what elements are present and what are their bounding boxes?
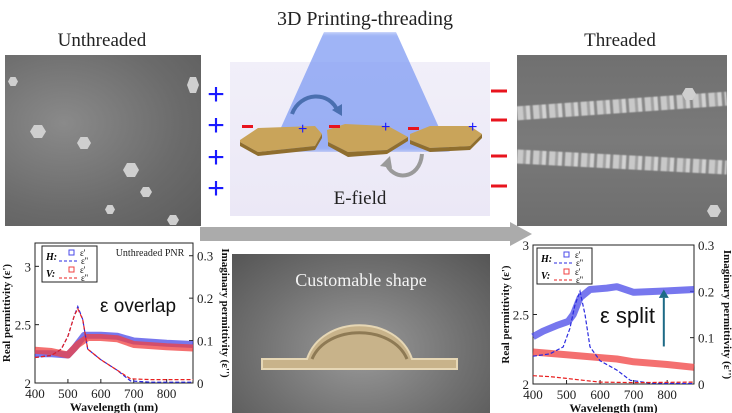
negative-charge xyxy=(491,89,507,93)
x-tick-label: 800 xyxy=(157,386,177,401)
legend-real-label: ε' xyxy=(80,265,86,275)
svg-text:+: + xyxy=(381,119,390,136)
unthreaded-label: Unthreaded xyxy=(57,30,147,51)
nanoflake xyxy=(30,125,46,138)
y-tick-label: 2 xyxy=(523,377,530,392)
legend-marker xyxy=(563,251,570,258)
annotation: ε overlap xyxy=(100,296,176,317)
y2-tick-label: 0 xyxy=(698,377,705,392)
legend-h-label: H: xyxy=(45,252,57,263)
x-tick-label: 800 xyxy=(657,387,677,402)
unthreaded-sem-image xyxy=(5,55,201,226)
svg-text:+: + xyxy=(468,119,477,136)
threaded-label: Threaded xyxy=(584,30,656,51)
chart-1: 400 500 600 700 800 2 2.5 3 0 0.1 0.2 0.3 Wavelength… xyxy=(1,242,231,413)
nanoflake xyxy=(187,77,199,93)
legend-v-label: V: xyxy=(541,271,550,282)
nanoflake xyxy=(140,187,152,197)
legend-imag-label: ε'' xyxy=(81,256,88,266)
legend-imag-label: ε'' xyxy=(576,275,583,285)
x-tick-label: 500 xyxy=(58,386,78,401)
positive-charge: + xyxy=(207,109,225,142)
positive-charge: + xyxy=(207,141,225,174)
flake-hexagon-1 xyxy=(240,126,322,156)
positive-charge: + xyxy=(207,78,225,111)
threaded-sem-image xyxy=(517,55,727,226)
shape-label: Customable shape xyxy=(295,270,427,290)
nanoflake xyxy=(707,205,721,217)
rotation-arrow-icon xyxy=(290,94,340,115)
flake-hexagon-2 xyxy=(327,124,408,157)
y2-tick-label: 0 xyxy=(197,376,204,391)
negative-charge xyxy=(491,184,507,188)
y2-tick-label: 0.3 xyxy=(197,249,213,264)
series-line-real xyxy=(532,348,695,371)
nanoflake xyxy=(105,205,115,214)
negative-charge xyxy=(491,154,507,158)
svg-text:+: + xyxy=(298,121,307,138)
nanoflake xyxy=(167,215,179,225)
legend-real-label: ε' xyxy=(575,250,581,260)
series-line-imaginary xyxy=(34,304,193,383)
x-tick-label: 600 xyxy=(590,387,610,402)
legend-marker xyxy=(563,268,570,275)
legend-h-label: H: xyxy=(540,254,552,265)
y-tick-label: 2.5 xyxy=(513,308,529,323)
y2-tick-label: 0.1 xyxy=(698,331,714,346)
negative-charge xyxy=(491,118,507,122)
x-tick-label: 400 xyxy=(25,386,45,401)
legend-real-label: ε' xyxy=(575,267,581,277)
nanoflake xyxy=(77,137,91,149)
split-arrowhead-icon xyxy=(658,289,669,298)
nanoflake xyxy=(682,88,696,100)
nanoflake xyxy=(123,163,139,177)
x-axis-label: Wavelength (nm) xyxy=(70,400,158,413)
legend-v-label: V: xyxy=(46,269,55,280)
x-axis-label: Wavelength (nm) xyxy=(569,401,657,413)
y-tick-label: 2 xyxy=(25,376,32,391)
series-line-real xyxy=(531,283,695,340)
y-tick-label: 2.5 xyxy=(15,318,31,333)
y2-tick-label: 0.2 xyxy=(698,284,714,299)
y-tick-label: 3 xyxy=(523,238,530,253)
flake-hexagon-3 xyxy=(410,126,482,152)
y-tick-label: 3 xyxy=(25,259,32,274)
annotation: ε split xyxy=(600,303,655,328)
series-line-imaginary xyxy=(532,289,695,385)
series-line-real xyxy=(34,334,194,359)
y-axis-label: Real permittivity (ε') xyxy=(500,265,512,364)
nanoflake xyxy=(8,77,18,86)
positive-charge: + xyxy=(207,172,225,205)
x-tick-label: 700 xyxy=(124,386,144,401)
y-axis-label: Real permittivity (ε') xyxy=(1,264,13,363)
y2-axis-label: Imaginary permittivity (ε'') xyxy=(219,248,231,378)
legend-marker xyxy=(68,266,75,273)
legend-real-label: ε' xyxy=(80,248,86,258)
series-line-imaginary xyxy=(532,375,695,384)
y2-tick-label: 0.3 xyxy=(698,238,714,253)
x-tick-label: 500 xyxy=(557,387,577,402)
x-tick-label: 700 xyxy=(624,387,644,402)
legend-imag-label: ε'' xyxy=(81,273,88,283)
process-arrow-icon xyxy=(200,222,532,246)
chart-2: 400 500 600 700 800 2 2.5 3 0 0.1 0.2 0.3 Wavelength… xyxy=(500,238,732,413)
efield-label: E-field xyxy=(333,188,387,209)
y2-tick-label: 0.1 xyxy=(197,334,213,349)
x-tick-label: 600 xyxy=(91,386,111,401)
y2-axis-label: Imaginary permittivity (ε'') xyxy=(721,250,732,380)
printed-arch xyxy=(261,324,458,370)
panel-title: Unthreaded PNR xyxy=(116,248,185,259)
x-tick-label: 400 xyxy=(523,387,543,402)
figure-title: 3D Printing-threading xyxy=(276,8,454,30)
series-line-imaginary xyxy=(34,307,193,381)
y2-tick-label: 0.2 xyxy=(197,291,213,306)
legend-imag-label: ε'' xyxy=(576,258,583,268)
legend-marker xyxy=(68,249,75,256)
customable-shape-photo: Customable shape xyxy=(232,254,490,413)
